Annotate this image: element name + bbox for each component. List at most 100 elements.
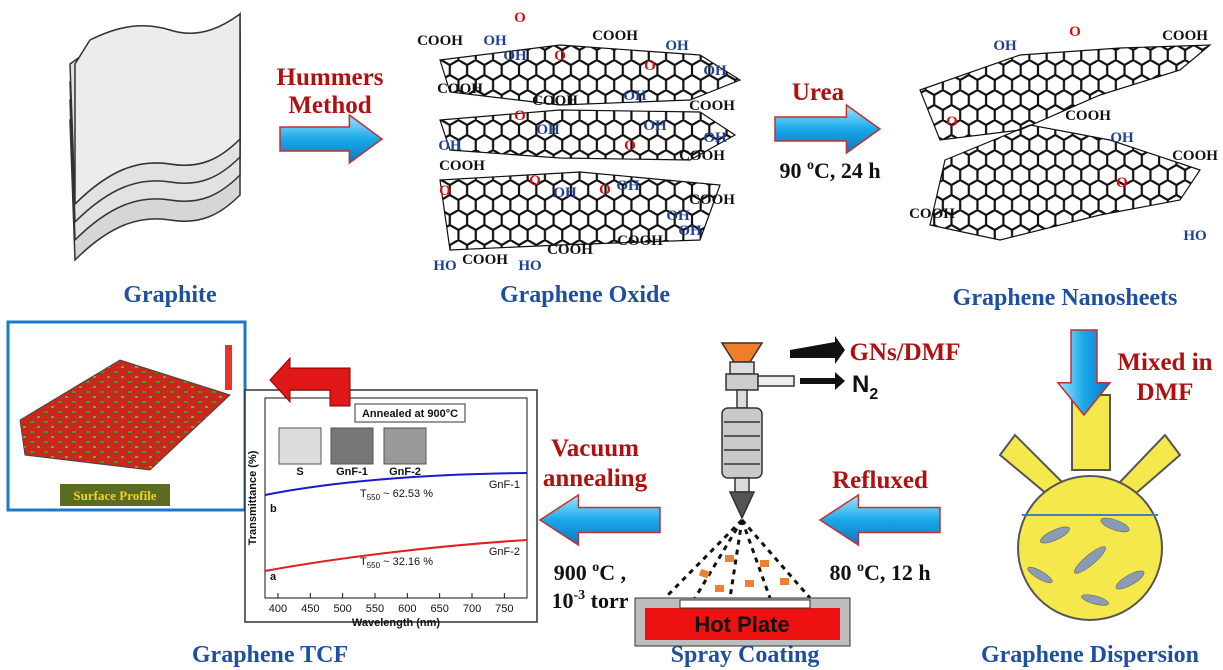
functional-group: O xyxy=(514,108,526,124)
functional-group: COOH xyxy=(689,98,735,114)
reflux-label: Refluxed xyxy=(832,467,928,494)
functional-group: O xyxy=(946,114,958,130)
hummers-line: Method xyxy=(288,92,371,119)
x-tick-label: 400 xyxy=(269,603,287,615)
functional-group: OH xyxy=(993,38,1017,54)
inset-title: Annealed at 900°C xyxy=(362,408,458,420)
functional-group: OH xyxy=(553,185,577,201)
sample-s xyxy=(278,427,322,465)
reflux-condition: 80 oC, 12 h xyxy=(829,560,930,585)
functional-group: O xyxy=(624,138,636,154)
profile-arrow xyxy=(269,356,351,407)
surface-profile-label: Surface Profile xyxy=(73,488,156,503)
functional-group: COOH xyxy=(689,192,735,208)
flakes xyxy=(1027,517,1145,606)
sample-gnf1 xyxy=(330,427,374,465)
curve-name: GnF-1 xyxy=(489,479,520,491)
process-arrow xyxy=(538,493,661,547)
transmittance-note: T550 ~ 32.16 % xyxy=(360,556,433,570)
sample-label: S xyxy=(296,466,303,478)
functional-group: OH xyxy=(643,118,667,134)
functional-group: COOH xyxy=(547,242,593,258)
graphite-stack xyxy=(69,11,241,262)
curve-gnf2 xyxy=(264,539,528,572)
hot-plate-label: Hot Plate xyxy=(694,612,789,637)
x-tick-label: 650 xyxy=(430,603,448,615)
functional-group: COOH xyxy=(617,233,663,249)
x-tick-label: 450 xyxy=(301,603,319,615)
process-arrow xyxy=(818,493,941,547)
functional-group: O xyxy=(554,48,566,64)
spray-nozzle xyxy=(720,342,795,520)
functional-group: OH xyxy=(503,48,527,64)
curve-letter: b xyxy=(270,503,277,515)
functional-group: OH xyxy=(483,33,507,49)
functional-group: HO xyxy=(433,258,456,274)
functional-group: COOH xyxy=(439,158,485,174)
functional-group: COOH xyxy=(1172,148,1218,164)
inset-title-box xyxy=(354,403,466,423)
nanosheets-label: Graphene Nanosheets xyxy=(953,285,1178,311)
mixing-line: DMF xyxy=(1137,379,1194,406)
spray-label: Spray Coating xyxy=(671,642,820,668)
functional-group: COOH xyxy=(417,33,463,49)
curve-name: GnF-2 xyxy=(489,546,520,558)
functional-group: COOH xyxy=(1065,108,1111,124)
surface-map xyxy=(19,359,231,471)
functional-group: OH xyxy=(438,138,462,154)
functional-group: OH xyxy=(666,208,690,224)
gas-label: N2 xyxy=(852,371,878,403)
functional-group: OH xyxy=(616,178,640,194)
functional-group: OH xyxy=(623,88,647,104)
x-tick-label: 750 xyxy=(495,603,513,615)
substrate xyxy=(679,599,811,609)
functional-group: O xyxy=(644,58,656,74)
urea-label: Urea xyxy=(792,79,845,106)
process-arrow xyxy=(279,113,384,165)
transmittance-note: T550 ~ 62.53 % xyxy=(360,488,433,502)
dispersion-label: Graphene Dispersion xyxy=(981,642,1199,668)
annealing-line: Vacuum xyxy=(551,435,639,462)
urea-condition: 90 oC, 24 h xyxy=(779,158,880,183)
functional-group: O xyxy=(1116,175,1128,191)
functional-group: OH xyxy=(665,38,689,54)
annealing-pressure: 10-3 torr xyxy=(551,588,628,613)
curve-letter: a xyxy=(270,571,277,583)
functional-group: OH xyxy=(703,63,727,79)
x-tick-label: 700 xyxy=(463,603,481,615)
process-arrow xyxy=(774,103,882,155)
functional-group: O xyxy=(529,173,541,189)
annealing-condition: 900 oC , xyxy=(554,560,626,585)
functional-group: OH xyxy=(678,223,702,239)
functional-group: COOH xyxy=(679,148,725,164)
functional-group: COOH xyxy=(592,28,638,44)
mixing-line: Mixed in xyxy=(1117,349,1212,376)
functional-group: OH xyxy=(1110,130,1134,146)
curve-gnf1 xyxy=(264,472,528,496)
functional-group: O xyxy=(1069,24,1081,40)
gas-arrow xyxy=(800,372,845,390)
functional-group: COOH xyxy=(437,81,483,97)
functional-group: HO xyxy=(1183,228,1206,244)
functional-group: O xyxy=(439,183,451,199)
hot-plate xyxy=(645,608,840,640)
x-tick-label: 550 xyxy=(366,603,384,615)
graphene-oxide-sheets xyxy=(439,44,742,251)
functional-group: COOH xyxy=(909,206,955,222)
hummers-line: Hummers xyxy=(277,64,384,91)
sample-label: GnF-2 xyxy=(389,466,421,478)
functional-group: HO xyxy=(518,258,541,274)
functional-group: OH xyxy=(703,130,727,146)
tcf-label: Graphene TCF xyxy=(192,642,348,668)
graphene-oxide-label: Graphene Oxide xyxy=(500,282,670,308)
y-axis-label: Transmittance (%) xyxy=(247,450,259,545)
x-tick-label: 600 xyxy=(398,603,416,615)
flask xyxy=(998,394,1182,621)
x-axis-label: Wavelength (nm) xyxy=(352,617,441,629)
nanosheets xyxy=(919,44,1212,241)
functional-group: COOH xyxy=(1162,28,1208,44)
color-scale xyxy=(225,345,232,390)
sample-gnf2 xyxy=(383,427,427,465)
droplets xyxy=(698,555,789,592)
